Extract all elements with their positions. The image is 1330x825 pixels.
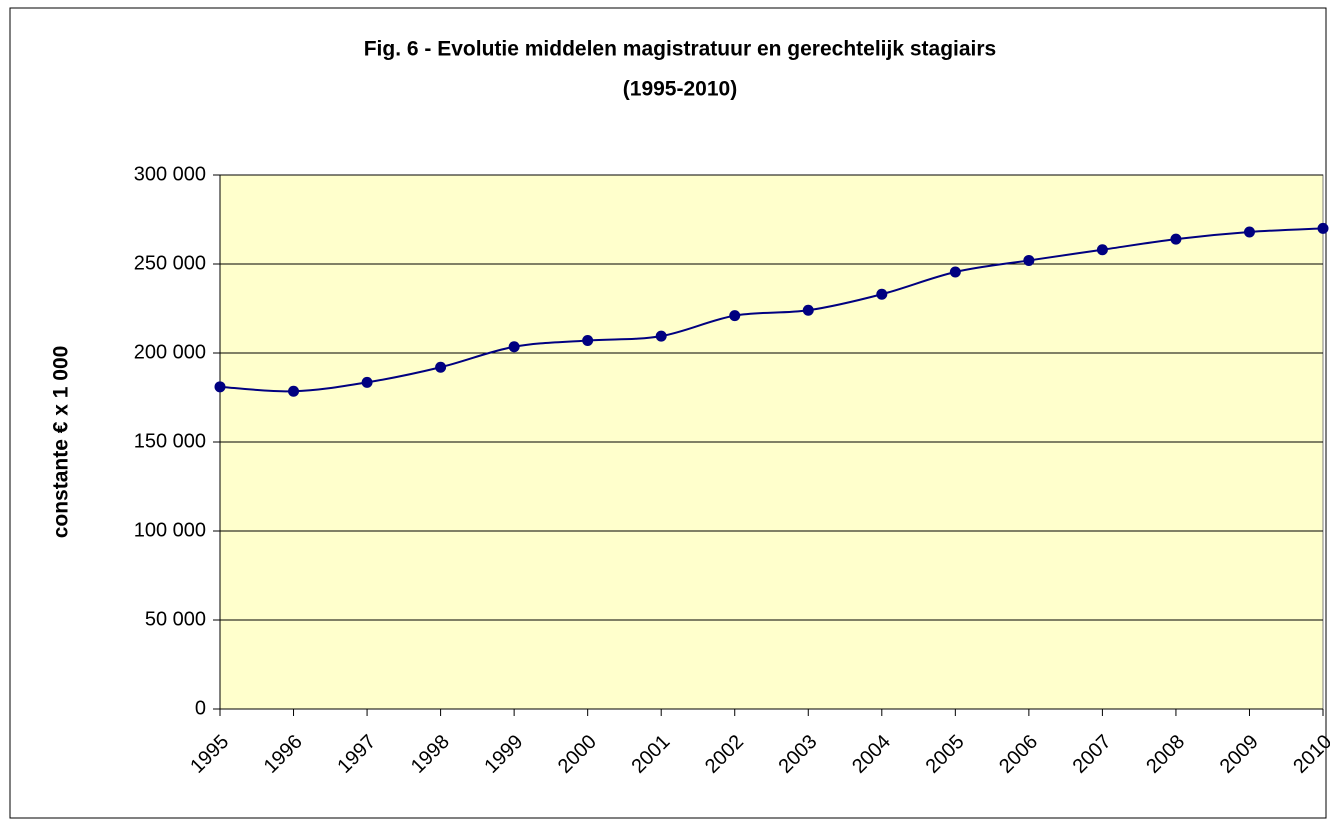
data-point: [1317, 222, 1329, 234]
y-tick-label: 100 000: [134, 519, 206, 541]
data-point: [508, 341, 520, 353]
data-point: [1243, 226, 1255, 238]
data-point: [214, 381, 226, 393]
data-point: [361, 376, 373, 388]
data-point: [949, 266, 961, 278]
data-point: [1096, 244, 1108, 256]
data-point: [1023, 254, 1035, 266]
y-axis-title: constante € x 1 000: [50, 346, 73, 539]
data-point: [288, 385, 300, 397]
series-line: [219, 227, 1324, 393]
data-point: [729, 310, 741, 322]
y-tick-label: 300 000: [134, 163, 206, 185]
y-tick-label: 250 000: [134, 252, 206, 274]
y-tick-label: 150 000: [134, 430, 206, 452]
data-point: [876, 288, 888, 300]
y-tick-label: 200 000: [134, 341, 206, 363]
y-tick-label: 50 000: [145, 608, 206, 630]
data-point: [1170, 233, 1182, 245]
chart-title: Fig. 6 - Evolutie middelen magistratuur …: [364, 38, 997, 61]
data-point: [802, 304, 814, 316]
data-point: [655, 330, 667, 342]
data-point: [582, 335, 594, 347]
chart-subtitle: (1995-2010): [623, 78, 737, 101]
y-tick-label: 0: [195, 697, 206, 719]
data-point: [435, 361, 447, 373]
